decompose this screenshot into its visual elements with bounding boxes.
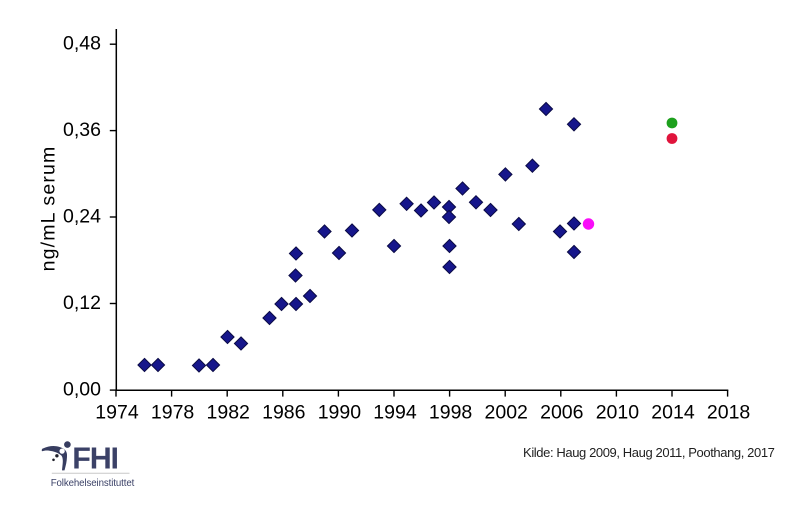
svg-text:1994: 1994 xyxy=(373,402,417,424)
svg-text:0,12: 0,12 xyxy=(63,292,101,314)
svg-text:0,24: 0,24 xyxy=(63,206,101,228)
svg-text:1978: 1978 xyxy=(151,402,194,424)
svg-text:1986: 1986 xyxy=(262,402,305,424)
svg-text:Kilde: Haug 2009, Haug 2011, P: Kilde: Haug 2009, Haug 2011, Poothang, 2… xyxy=(523,445,775,460)
svg-text:2010: 2010 xyxy=(596,402,640,424)
svg-text:0,48: 0,48 xyxy=(63,33,101,55)
svg-text:2002: 2002 xyxy=(485,402,528,424)
svg-text:0,36: 0,36 xyxy=(63,119,101,141)
svg-text:2006: 2006 xyxy=(540,402,583,424)
svg-text:2014: 2014 xyxy=(651,402,695,424)
svg-text:FHI: FHI xyxy=(72,442,118,476)
svg-text:0,00: 0,00 xyxy=(63,379,101,401)
svg-text:ng/mL serum: ng/mL serum xyxy=(38,146,60,272)
svg-text:1998: 1998 xyxy=(429,402,472,424)
svg-text:1974: 1974 xyxy=(95,402,139,424)
svg-text:1990: 1990 xyxy=(318,402,362,424)
svg-text:1982: 1982 xyxy=(207,402,250,424)
svg-text:2018: 2018 xyxy=(707,402,750,424)
svg-text:Folkehelseinstituttet: Folkehelseinstituttet xyxy=(51,478,135,489)
